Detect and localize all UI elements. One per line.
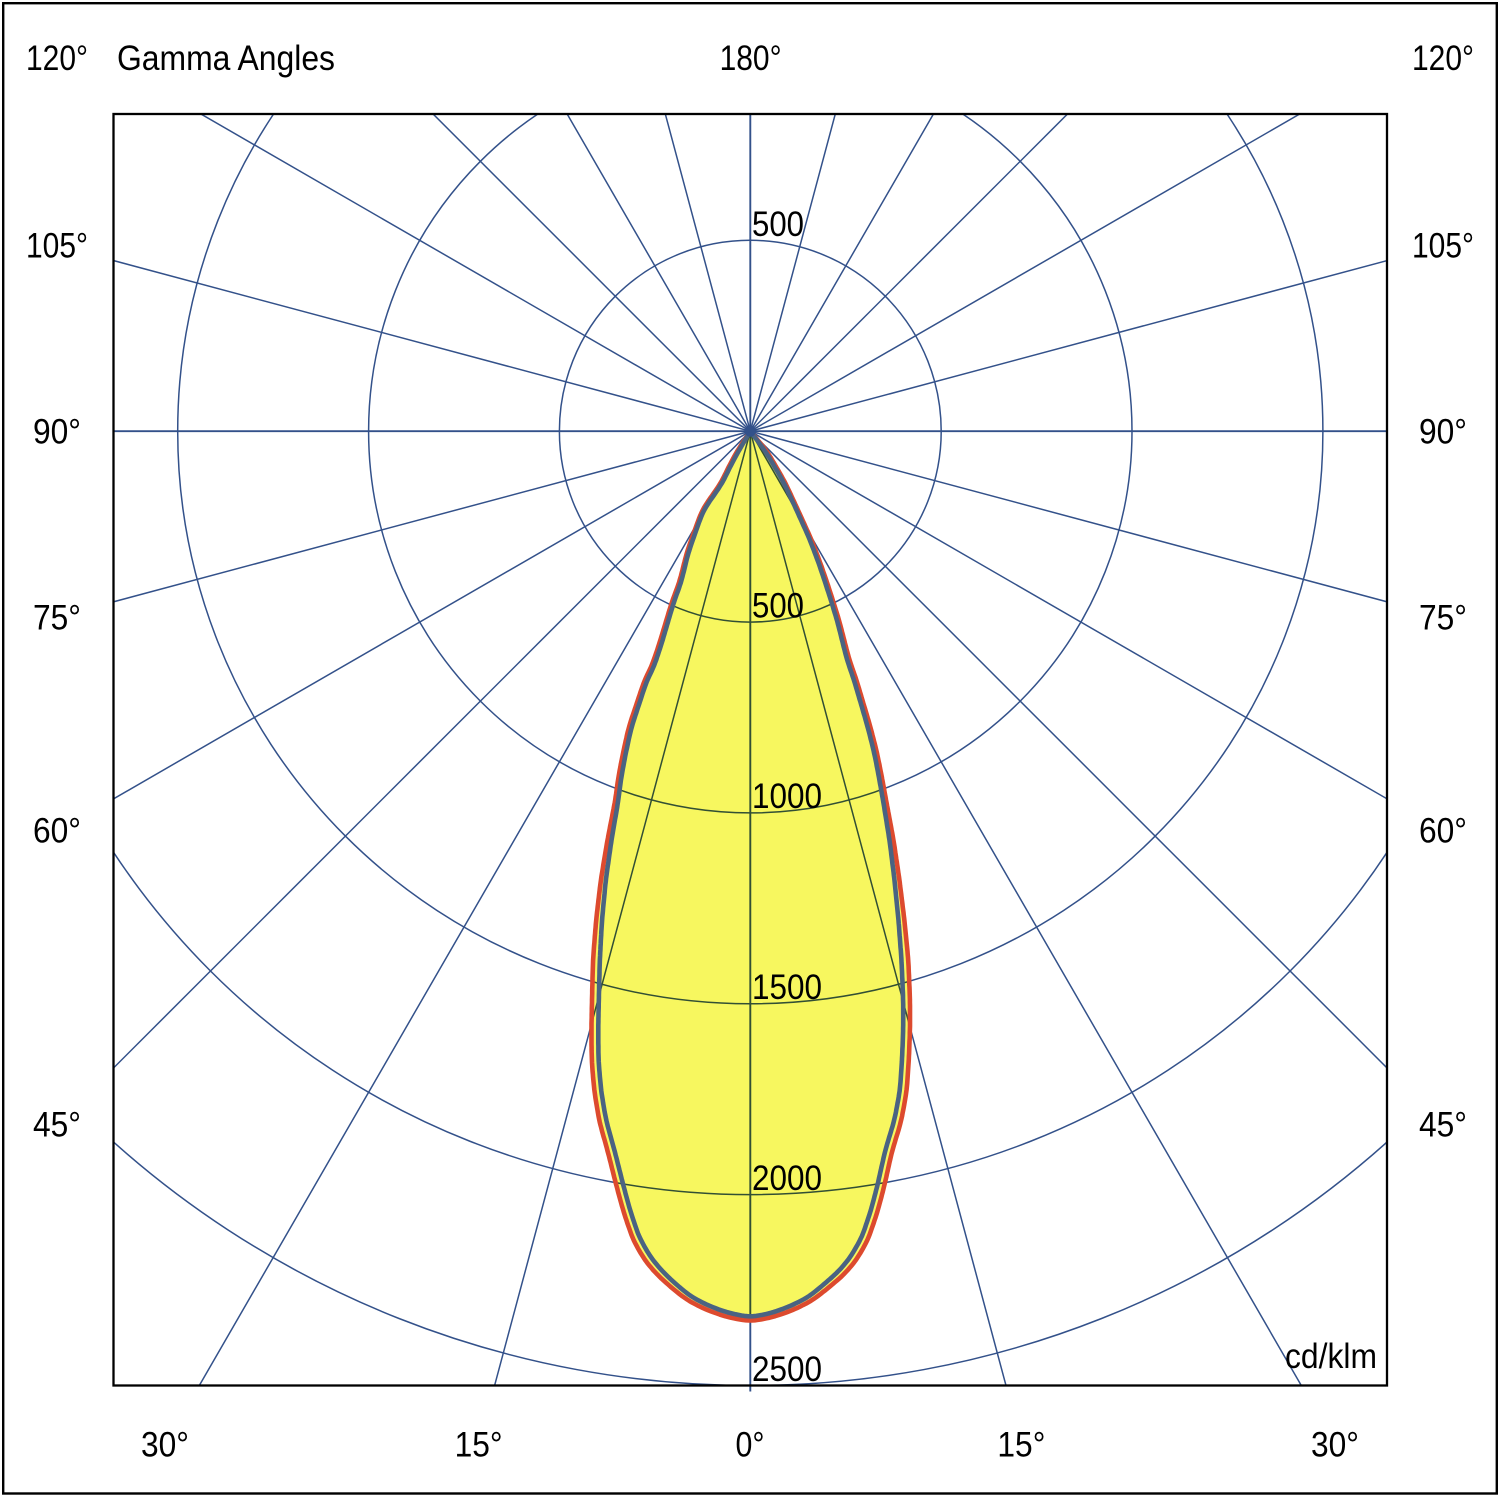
svg-text:Gamma Angles: Gamma Angles [117,39,335,78]
svg-text:2000: 2000 [752,1159,822,1198]
svg-text:500: 500 [752,586,804,625]
svg-text:cd/klm: cd/klm [1285,1337,1377,1376]
svg-text:75°: 75° [1419,599,1467,638]
svg-text:120°: 120° [1412,39,1474,78]
svg-text:30°: 30° [141,1426,189,1465]
svg-text:45°: 45° [1419,1106,1467,1145]
svg-text:30°: 30° [1311,1426,1359,1465]
svg-text:120°: 120° [26,39,88,78]
svg-text:90°: 90° [1419,413,1467,452]
svg-text:1000: 1000 [752,777,822,816]
svg-text:0°: 0° [736,1426,765,1465]
svg-text:105°: 105° [1412,227,1474,266]
svg-text:180°: 180° [720,39,782,78]
svg-text:60°: 60° [1419,812,1467,851]
svg-text:2500: 2500 [752,1350,822,1389]
svg-text:15°: 15° [455,1426,503,1465]
svg-text:45°: 45° [33,1106,81,1145]
svg-text:105°: 105° [26,227,88,266]
svg-text:500: 500 [752,205,804,244]
svg-text:60°: 60° [33,812,81,851]
svg-text:75°: 75° [33,599,81,638]
svg-text:90°: 90° [33,413,81,452]
svg-text:1500: 1500 [752,968,822,1007]
svg-text:15°: 15° [997,1426,1045,1465]
